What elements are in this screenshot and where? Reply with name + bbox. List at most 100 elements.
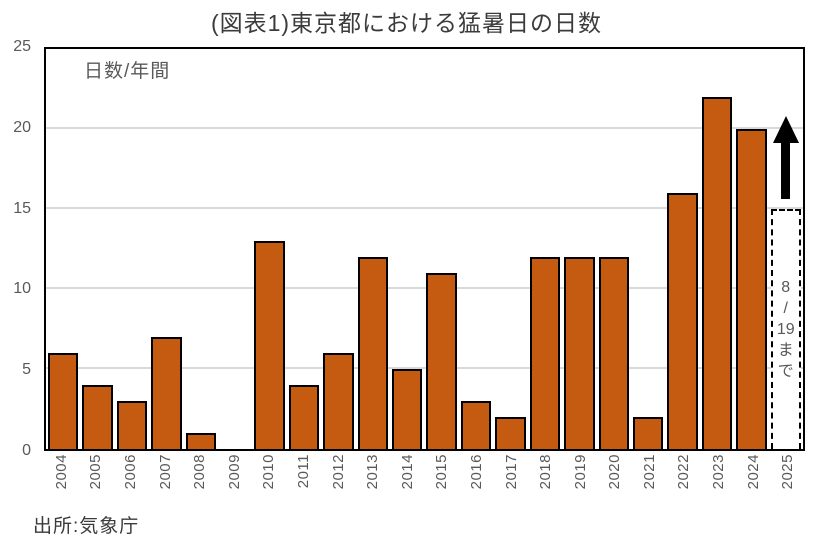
x-label-slot-2006: 2006 (113, 454, 148, 512)
bar-2016 (460, 401, 492, 449)
x-label-slot-2004: 2004 (44, 454, 79, 512)
x-label-slot-2017: 2017 (494, 454, 529, 512)
x-label-2020: 2020 (606, 454, 624, 490)
source-note: 出所:気象庁 (33, 516, 140, 537)
x-label-2018: 2018 (537, 454, 555, 490)
x-label-slot-2014: 2014 (390, 454, 425, 512)
plot-area: 日数/年間 8 / 19 まで (44, 47, 805, 451)
bar-slot-2013 (356, 49, 390, 449)
bar-2005 (82, 385, 113, 449)
bar-slot-2009 (218, 49, 252, 449)
x-label-2014: 2014 (398, 454, 416, 490)
x-label-slot-2009: 2009 (217, 454, 252, 512)
x-label-slot-2008: 2008 (182, 454, 217, 512)
bar-slot-2023 (700, 49, 734, 449)
bar-2006 (116, 401, 148, 449)
x-label-slot-2025: 2025 (770, 454, 805, 512)
y-tick-15: 15 (13, 199, 31, 217)
bar-slot-2019 (562, 49, 596, 449)
x-label-slot-2021: 2021 (632, 454, 667, 512)
bar-2017 (495, 417, 526, 449)
x-label-2017: 2017 (502, 454, 520, 490)
bar-slot-2010 (252, 49, 286, 449)
bar-slot-2014 (390, 49, 424, 449)
bar-2021 (632, 417, 664, 449)
gridline-20 (46, 127, 803, 129)
x-label-2024: 2024 (744, 454, 762, 490)
bar-slot-2011 (287, 49, 321, 449)
projected-bar-label-line: / (783, 300, 788, 317)
y-tick-0: 0 (22, 442, 31, 459)
bar-2014 (392, 369, 423, 449)
bar-slot-2024 (734, 49, 768, 449)
bar-slot-2018 (528, 49, 562, 449)
chart-title: (図表1)東京都における猛暑日の日数 (210, 10, 603, 36)
x-label-slot-2011: 2011 (286, 454, 321, 512)
x-label-slot-2023: 2023 (701, 454, 736, 512)
x-axis: 2004 2005 2006 2007 2008 2009 2010 2011 2012 2013… (44, 454, 805, 512)
bar-slot-2004 (46, 49, 80, 449)
bar-2007 (151, 337, 182, 449)
bar-slot-2020 (597, 49, 631, 449)
x-label-2008: 2008 (191, 454, 209, 490)
x-label-2021: 2021 (640, 454, 658, 490)
bar-slot-2007 (149, 49, 183, 449)
bar-slot-2008 (184, 49, 218, 449)
x-label-slot-2016: 2016 (459, 454, 494, 512)
bar-slot-2005 (80, 49, 114, 449)
projected-bar-label-line: ま (777, 342, 794, 359)
gridline-5 (46, 367, 803, 369)
y-tick-25: 25 (13, 38, 31, 55)
bar-2022 (667, 193, 698, 449)
projected-bar-label-line: 19 (776, 321, 795, 338)
x-label-slot-2013: 2013 (355, 454, 390, 512)
x-label-2010: 2010 (260, 454, 278, 490)
y-tick-5: 5 (22, 361, 31, 379)
bar-2010 (254, 241, 285, 449)
projected-bar-label-line: で (777, 363, 794, 380)
projected-bar-label-line: 8 (781, 279, 791, 296)
bar-slot-2006 (115, 49, 149, 449)
x-label-2009: 2009 (225, 454, 243, 490)
x-label-2011: 2011 (294, 454, 312, 489)
x-label-slot-2005: 2005 (79, 454, 114, 512)
x-label-2007: 2007 (156, 454, 174, 490)
x-label-2019: 2019 (571, 454, 589, 490)
bar-2013 (357, 257, 389, 449)
gridline-10 (46, 287, 803, 289)
bar-2012 (323, 353, 354, 449)
x-label-slot-2010: 2010 (252, 454, 287, 512)
x-label-2006: 2006 (121, 454, 139, 490)
bar-2008 (185, 433, 217, 449)
gridline-15 (46, 207, 803, 209)
x-label-2016: 2016 (467, 454, 485, 490)
bar-slot-2012 (321, 49, 355, 449)
x-label-slot-2018: 2018 (528, 454, 563, 512)
bar-2015 (426, 273, 457, 449)
y-tick-20: 20 (13, 118, 31, 136)
bar-slot-2017 (493, 49, 527, 449)
y-axis: 0 5 10 15 20 25 (0, 39, 37, 459)
y-tick-10: 10 (13, 280, 31, 298)
x-label-2012: 2012 (329, 454, 347, 490)
x-label-slot-2012: 2012 (321, 454, 356, 512)
bar-slot-2015 (424, 49, 458, 449)
x-label-2015: 2015 (433, 454, 451, 490)
y-axis-unit-label: 日数/年間 (84, 61, 171, 82)
x-label-slot-2020: 2020 (598, 454, 633, 512)
bar-2020 (598, 257, 629, 449)
bar-slot-2016 (459, 49, 493, 449)
bar-2023 (701, 97, 733, 449)
bar-2024 (736, 129, 767, 449)
x-label-slot-2007: 2007 (148, 454, 183, 512)
bar-slot-2022 (665, 49, 699, 449)
x-label-2025: 2025 (779, 454, 797, 490)
bar-2004 (48, 353, 79, 449)
bar-slot-2021 (631, 49, 665, 449)
x-label-2022: 2022 (675, 454, 693, 490)
x-label-2004: 2004 (52, 454, 70, 490)
bar-2011 (288, 385, 320, 449)
x-label-slot-2015: 2015 (425, 454, 460, 512)
x-label-2005: 2005 (87, 454, 105, 490)
